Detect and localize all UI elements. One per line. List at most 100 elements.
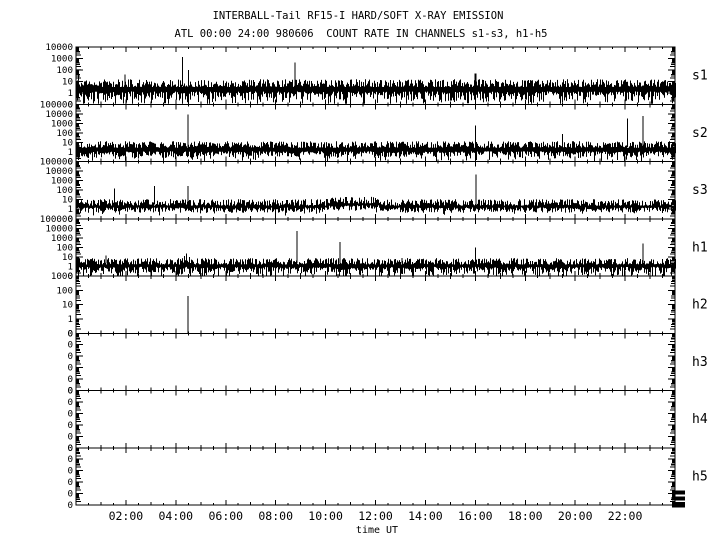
y-tick-label: 0 <box>67 157 73 168</box>
y-tick-label: 10 <box>62 252 73 263</box>
x-tick-label: 14:00 <box>408 509 443 523</box>
x-tick-label: 22:00 <box>608 509 643 523</box>
y-tick-label: 1 <box>67 147 73 158</box>
y-tick-label: 1000 <box>51 271 73 282</box>
y-tick-label: 100 <box>56 242 73 253</box>
noise-trace <box>76 196 676 216</box>
x-tick-label: 04:00 <box>158 509 193 523</box>
x-tick-label: 18:00 <box>508 509 543 523</box>
y-tick-label: 10 <box>62 76 73 87</box>
panel-label-h4: h4 <box>692 412 708 427</box>
y-tick-label: 0 <box>67 431 73 442</box>
y-tick-label: 0 <box>67 386 73 397</box>
y-tick-label: 0 <box>67 328 73 339</box>
chart-subtitle: ATL 00:00 24:00 980606 COUNT RATE IN CHA… <box>174 28 548 40</box>
y-tick-label: 10 <box>62 300 73 311</box>
data-point-marker <box>76 69 81 81</box>
x-tick-label: 02:00 <box>109 509 144 523</box>
y-tick-label: 0 <box>67 99 73 110</box>
y-tick-label: 1 <box>67 204 73 215</box>
y-tick-label: 1000 <box>51 233 73 244</box>
panel-label-s3: s3 <box>692 183 708 198</box>
y-tick-label: 1 <box>67 262 73 273</box>
y-tick-label: 10000 <box>45 109 73 120</box>
chart-title: INTERBALL-Tail RF15-I HARD/SOFT X-RAY EM… <box>212 10 504 22</box>
panel-frame <box>75 390 676 449</box>
y-tick-label: 0 <box>67 397 73 408</box>
y-tick-label: 0 <box>67 454 73 465</box>
y-tick-label: 10000 <box>45 166 73 177</box>
y-tick-label: 100000 <box>40 214 73 225</box>
y-tick-label: 100000 <box>40 99 73 110</box>
axis-ticks <box>76 218 675 277</box>
y-tick-label: 1000 <box>51 118 73 129</box>
x-tick-label: 10:00 <box>308 509 343 523</box>
y-tick-label: 10 <box>62 195 73 206</box>
y-tick-label: 0 <box>67 500 73 511</box>
x-tick-label: 20:00 <box>558 509 593 523</box>
x-tick-label: 16:00 <box>458 509 493 523</box>
axis-ticks <box>76 275 675 334</box>
x-tick-label: 12:00 <box>358 509 393 523</box>
noise-trace <box>76 141 676 161</box>
y-tick-label: 1000 <box>51 54 73 65</box>
y-tick-label: 100 <box>56 285 73 296</box>
y-tick-label: 0 <box>67 214 73 225</box>
panel-label-h2: h2 <box>692 298 708 313</box>
corner-artifact <box>672 490 685 508</box>
y-tick-label: 0 <box>67 271 73 282</box>
y-tick-label: 10 <box>62 137 73 148</box>
axis-ticks <box>76 161 675 220</box>
y-tick-label: 0 <box>67 408 73 419</box>
x-axis-labels: 02:00 04:00 06:00 08:00 10:00 12:00 14:00 16:00… <box>109 509 643 523</box>
y-tick-label: 0 <box>67 351 73 362</box>
y-tick-label: 0 <box>67 443 73 454</box>
y-tick-label: 0 <box>67 489 73 500</box>
y-tick-label: 100000 <box>40 157 73 168</box>
y-tick-label: 100 <box>56 185 73 196</box>
y-tick-label: 100 <box>56 65 73 76</box>
axis-ticks <box>76 103 675 162</box>
y-tick-label: 0 <box>67 443 73 454</box>
panel-label-h3: h3 <box>692 355 708 370</box>
x-tick-label: 06:00 <box>208 509 243 523</box>
panel-label-h1: h1 <box>692 240 708 255</box>
x-axis-title: time UT <box>355 525 399 536</box>
y-tick-label: 1 <box>67 88 73 99</box>
panel-label-s2: s2 <box>692 126 708 141</box>
y-tick-label: 0 <box>67 477 73 488</box>
y-tick-label: 10000 <box>45 223 73 234</box>
y-tick-label: 10000 <box>45 42 73 53</box>
y-tick-label: 0 <box>67 420 73 431</box>
y-tick-label: 0 <box>67 363 73 374</box>
axis-ticks <box>76 332 675 391</box>
y-tick-label: 1000 <box>51 176 73 187</box>
x-tick-label: 08:00 <box>258 509 293 523</box>
y-tick-label: 0 <box>67 340 73 351</box>
axis-ticks <box>76 46 675 105</box>
y-tick-label: 0 <box>67 386 73 397</box>
panel-frame <box>75 447 676 506</box>
y-tick-label: 0 <box>67 466 73 477</box>
y-tick-label: 0 <box>67 328 73 339</box>
panel-label-s1: s1 <box>692 69 708 84</box>
axis-ticks <box>76 390 675 449</box>
noise-trace <box>76 258 676 276</box>
axis-ticks <box>76 447 675 506</box>
y-tick-label: 100 <box>56 128 73 139</box>
panel-frame <box>75 275 676 334</box>
y-tick-label: 0 <box>67 374 73 385</box>
panel-frame <box>75 332 676 391</box>
noise-trace <box>76 79 676 104</box>
panel-label-h5: h5 <box>692 469 708 484</box>
y-tick-label: 1 <box>67 314 73 325</box>
